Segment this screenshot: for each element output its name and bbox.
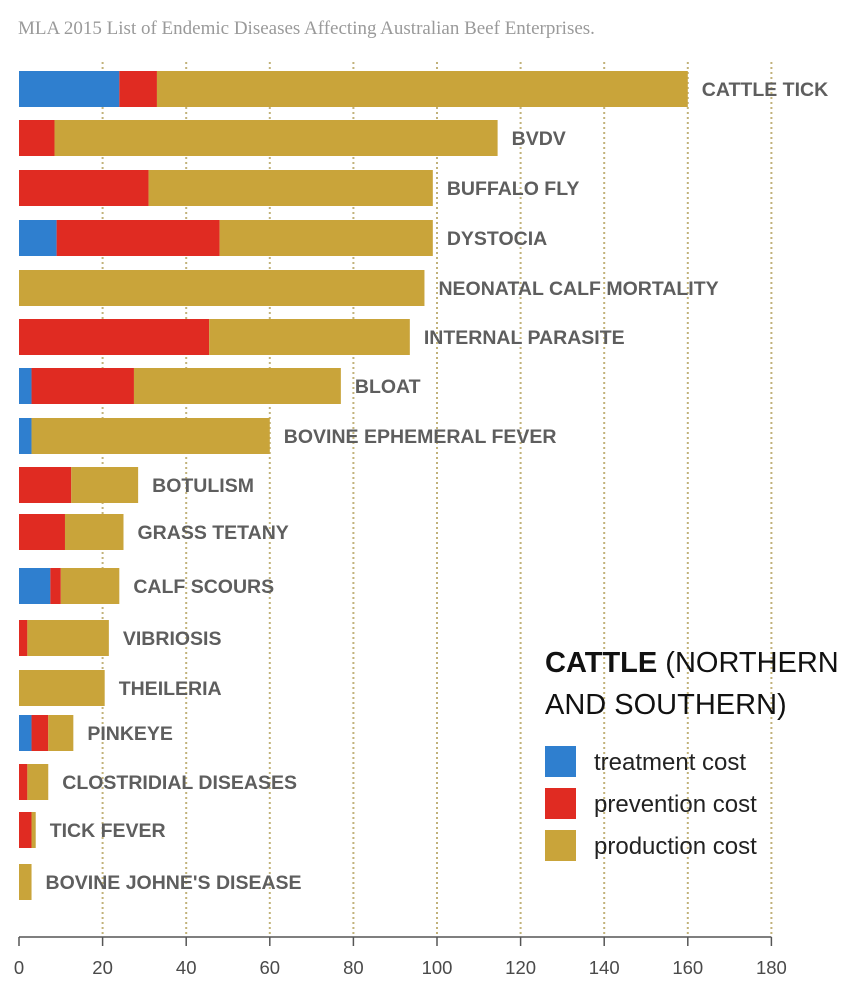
bar-internal-parasite-production-cost (209, 319, 410, 355)
bar-cattle-tick-prevention-cost (119, 71, 157, 107)
bars (19, 71, 688, 900)
bar-buffalo-fly-production-cost (148, 170, 433, 206)
bar-vibriosis-production-cost (27, 620, 109, 656)
legend-title-bold: CATTLE (545, 647, 657, 679)
x-tick-label-180: 180 (756, 957, 787, 978)
legend: CATTLE (NORTHERN AND SOUTHERN) treatment… (545, 647, 839, 861)
grid-lines (101, 62, 773, 937)
x-tick-label-40: 40 (176, 957, 197, 978)
legend-title-rest: (NORTHERN (657, 647, 839, 679)
x-tick-label-80: 80 (343, 957, 364, 978)
bar-botulism-production-cost (71, 467, 139, 503)
bar-botulism-prevention-cost (19, 467, 72, 503)
legend-swatch-treatment-cost (545, 746, 576, 777)
bar-pinkeye-prevention-cost (31, 715, 49, 751)
legend-label-treatment-cost: treatment cost (594, 749, 746, 776)
legend-swatch-prevention-cost (545, 788, 576, 819)
category-label-calf-scours: CALF SCOURS (133, 576, 274, 598)
bar-bloat-prevention-cost (31, 368, 134, 404)
bar-clostridial-diseases-prevention-cost (19, 764, 28, 800)
bar-clostridial-diseases-production-cost (27, 764, 49, 800)
x-tick-label-160: 160 (672, 957, 703, 978)
bar-tick-fever-production-cost (31, 812, 36, 848)
bar-bvdv-production-cost (54, 120, 498, 156)
category-label-buffalo-fly: BUFFALO FLY (447, 178, 580, 200)
bar-vibriosis-prevention-cost (19, 620, 28, 656)
bar-bvdv-prevention-cost (19, 120, 55, 156)
bar-bloat-treatment-cost (19, 368, 32, 404)
bar-dystocia-treatment-cost (19, 220, 57, 256)
category-label-theileria: THEILERIA (119, 678, 222, 700)
legend-label-prevention-cost: prevention cost (594, 791, 757, 818)
bar-bloat-production-cost (133, 368, 341, 404)
bar-pinkeye-treatment-cost (19, 715, 32, 751)
category-label-dystocia: DYSTOCIA (447, 228, 547, 250)
legend-title-line2: AND SOUTHERN) (545, 689, 787, 721)
x-tick-label-0: 0 (14, 957, 24, 978)
category-label-clostridial-diseases: CLOSTRIDIAL DISEASES (62, 772, 297, 794)
bar-pinkeye-production-cost (48, 715, 74, 751)
x-tick-label-100: 100 (422, 957, 453, 978)
bar-theileria-production-cost (19, 670, 105, 706)
category-label-botulism: BOTULISM (152, 475, 254, 497)
legend-label-production-cost: production cost (594, 833, 757, 860)
category-label-bovine-ephemeral-fever: BOVINE EPHEMERAL FEVER (284, 426, 557, 448)
legend-swatch-production-cost (545, 830, 576, 861)
bar-calf-scours-production-cost (60, 568, 120, 604)
x-tick-label-20: 20 (92, 957, 113, 978)
bar-grass-tetany-production-cost (64, 514, 124, 550)
category-label-internal-parasite: INTERNAL PARASITE (424, 327, 625, 349)
legend-items: treatment cost prevention cost production … (545, 746, 757, 861)
bar-calf-scours-treatment-cost (19, 568, 51, 604)
category-label-pinkeye: PINKEYE (87, 723, 173, 745)
bar-dystocia-prevention-cost (56, 220, 220, 256)
chart-title: MLA 2015 List of Endemic Diseases Affect… (18, 18, 595, 39)
category-label-bovine-johne-s-disease: BOVINE JOHNE'S DISEASE (46, 872, 302, 894)
bar-neonatal-calf-mortality-production-cost (19, 270, 425, 306)
x-tick-label-60: 60 (260, 957, 281, 978)
bar-calf-scours-prevention-cost (50, 568, 61, 604)
bar-bovine-johne-s-disease-production-cost (19, 864, 32, 900)
category-label-cattle-tick: CATTLE TICK (702, 79, 828, 101)
category-label-neonatal-calf-mortality: NEONATAL CALF MORTALITY (438, 278, 718, 300)
category-label-tick-fever: TICK FEVER (50, 820, 166, 842)
bar-tick-fever-prevention-cost (19, 812, 32, 848)
category-label-vibriosis: VIBRIOSIS (123, 628, 222, 650)
legend-title-line1: CATTLE (NORTHERN (545, 647, 839, 679)
bar-bovine-ephemeral-fever-treatment-cost (19, 418, 32, 454)
bar-internal-parasite-prevention-cost (19, 319, 210, 355)
bar-grass-tetany-prevention-cost (19, 514, 65, 550)
x-axis: 0 20 40 60 80 100 120 140 160 180 (14, 936, 787, 978)
category-label-bvdv: BVDV (512, 128, 566, 150)
bar-cattle-tick-production-cost (156, 71, 688, 107)
bar-dystocia-production-cost (219, 220, 433, 256)
category-label-bloat: BLOAT (355, 376, 421, 398)
bar-buffalo-fly-prevention-cost (19, 170, 149, 206)
bar-bovine-ephemeral-fever-production-cost (31, 418, 270, 454)
category-labels: CATTLE TICK BVDV BUFFALO FLY DYSTOCIA NEONAT… (46, 79, 829, 894)
category-label-grass-tetany: GRASS TETANY (138, 522, 289, 544)
x-tick-label-140: 140 (589, 957, 620, 978)
bar-cattle-tick-treatment-cost (19, 71, 120, 107)
x-tick-label-120: 120 (505, 957, 536, 978)
